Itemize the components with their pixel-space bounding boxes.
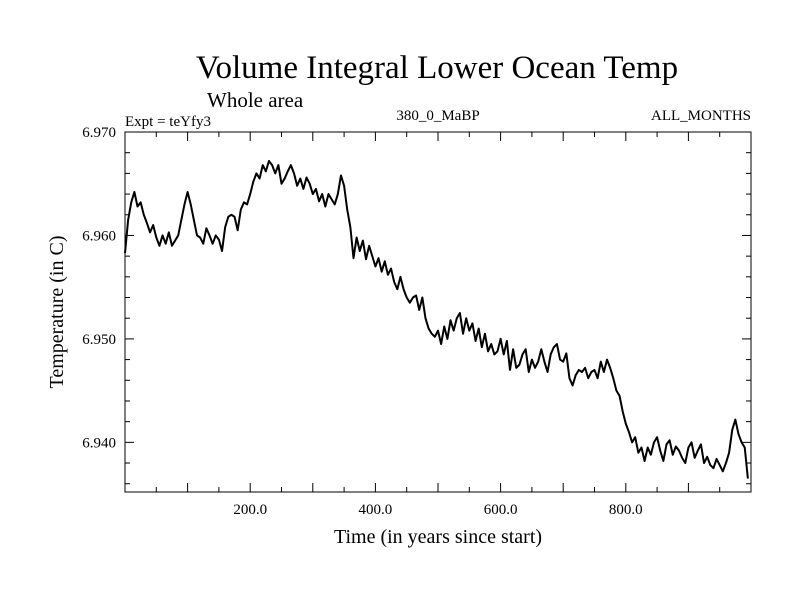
annotation-period: 380_0_MaBP: [396, 108, 479, 124]
x-tick-label: 400.0: [359, 502, 393, 518]
x-axis-label: Time (in years since start): [334, 526, 542, 548]
y-tick-label: 6.950: [82, 332, 116, 348]
annotation-experiment: Expt = teYfy3: [125, 114, 211, 130]
annotation-months: ALL_MONTHS: [651, 108, 751, 124]
y-tick-label: 6.960: [82, 228, 116, 244]
x-tick-label: 200.0: [233, 502, 267, 518]
y-tick-label: 6.940: [82, 435, 116, 451]
chart-title: Volume Integral Lower Ocean Temp: [196, 50, 678, 86]
series-line: [124, 159, 749, 479]
y-axis-ticks: [125, 131, 751, 485]
y-tick-label: 6.970: [82, 125, 116, 141]
x-tick-label: 800.0: [609, 502, 643, 518]
y-axis-label: Temperature (in C): [46, 236, 68, 389]
y-axis-tick-labels: 6.940 6.950 6.960 6.970: [82, 125, 116, 451]
chart-subtitle: Whole area: [207, 88, 304, 112]
x-axis-ticks: [155, 132, 721, 492]
x-axis-tick-labels: 200.0 400.0 600.0 800.0: [233, 502, 642, 518]
x-tick-label: 600.0: [484, 502, 518, 518]
